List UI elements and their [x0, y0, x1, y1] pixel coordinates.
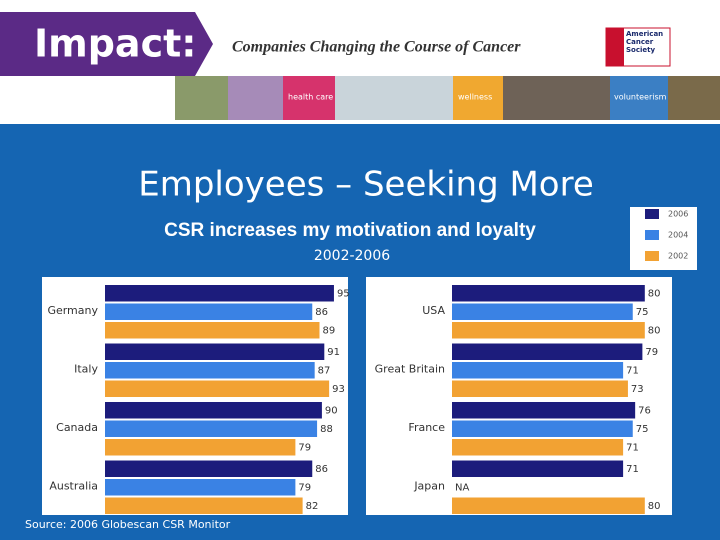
legend-swatch — [645, 230, 659, 240]
value-label: 76 — [638, 406, 651, 417]
bar — [452, 322, 645, 339]
legend-label: 2004 — [668, 231, 688, 240]
value-label: 80 — [648, 289, 661, 300]
bar — [452, 285, 645, 302]
bar — [105, 439, 296, 456]
bar — [105, 402, 322, 419]
bar — [452, 343, 643, 360]
photo — [228, 76, 283, 120]
strip-tile — [610, 76, 668, 120]
title: Employees – Seeking More — [138, 165, 594, 205]
strip-tile — [453, 76, 503, 120]
legend-label: 2006 — [668, 210, 688, 219]
period: 2002-2006 — [314, 248, 390, 264]
value-label: 91 — [327, 347, 340, 358]
category-label: Great Britain — [375, 363, 445, 376]
value-label: 71 — [626, 464, 639, 475]
bar — [452, 303, 633, 320]
value-label: 89 — [322, 326, 335, 337]
category-label: Germany — [47, 304, 98, 317]
value-label: 75 — [636, 307, 649, 318]
value-label: 71 — [626, 366, 639, 377]
strip-label: volunteerism — [614, 93, 667, 102]
value-label: 79 — [298, 443, 311, 454]
value-label: 86 — [315, 307, 328, 318]
bar — [105, 343, 325, 360]
bar — [105, 460, 313, 477]
legend-swatch — [645, 209, 659, 219]
logo-holder: American Cancer Society — [626, 30, 664, 54]
bar — [452, 380, 628, 397]
bar — [452, 460, 624, 477]
bar — [105, 303, 313, 320]
value-label: 95 — [337, 289, 350, 300]
source: Source: 2006 Globescan CSR Monitor — [25, 518, 231, 531]
value-label: 80 — [648, 501, 661, 512]
value-label: 88 — [320, 424, 333, 435]
value-label: 87 — [318, 366, 331, 377]
category-label: Italy — [74, 363, 98, 376]
category-label: Australia — [49, 480, 98, 493]
bar — [105, 362, 315, 379]
bar — [452, 497, 645, 514]
bar — [105, 497, 303, 514]
category-label: France — [408, 421, 445, 434]
logo-mark — [606, 28, 624, 66]
photo — [503, 76, 610, 120]
strip-label: wellness — [458, 93, 492, 102]
photo — [668, 76, 720, 120]
value-label: 79 — [298, 483, 311, 494]
value-label: 93 — [332, 384, 345, 395]
value-label: NA — [455, 483, 469, 494]
subtitle: CSR increases my motivation and loyalty — [164, 220, 536, 241]
value-label: 79 — [645, 347, 658, 358]
value-label: 80 — [648, 326, 661, 337]
category-label: Canada — [56, 421, 98, 434]
bar — [452, 439, 624, 456]
logo-text: American Cancer Society — [626, 30, 664, 54]
value-label: 86 — [315, 464, 328, 475]
value-label: 75 — [636, 424, 649, 435]
category-label: Japan — [413, 480, 445, 493]
strip-tile — [283, 76, 335, 120]
brand: Impact: — [34, 22, 196, 66]
value-label: 71 — [626, 443, 639, 454]
bar — [105, 380, 330, 397]
photo — [335, 76, 453, 120]
value-label: 90 — [325, 406, 338, 417]
bar — [105, 479, 296, 496]
value-label: 73 — [631, 384, 644, 395]
bar — [105, 322, 320, 339]
category-label: USA — [422, 304, 445, 317]
bar — [452, 402, 636, 419]
legend-box — [630, 207, 697, 270]
bar — [452, 362, 624, 379]
value-label: 82 — [306, 501, 319, 512]
legend-label: 2002 — [668, 252, 688, 261]
bar — [452, 420, 633, 437]
legend-swatch — [645, 251, 659, 261]
brand-banner — [0, 12, 213, 76]
strip-label: health care — [288, 93, 333, 102]
bar — [105, 420, 318, 437]
bar — [105, 285, 334, 302]
tagline: Companies Changing the Course of Cancer — [232, 39, 521, 56]
